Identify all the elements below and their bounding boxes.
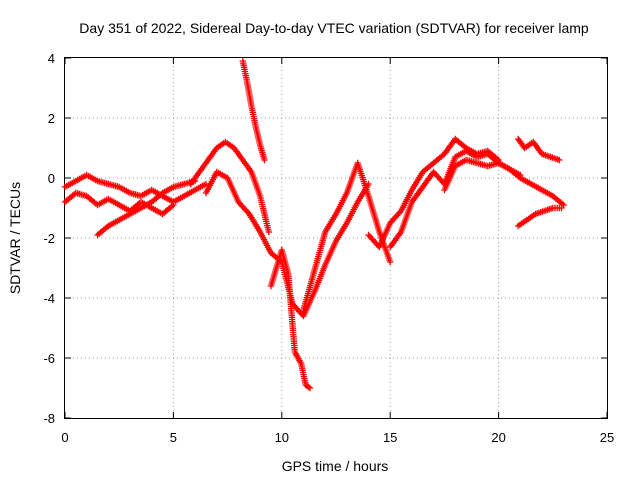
x-tick-label: 25 (600, 430, 614, 445)
satellite-track-11 (441, 156, 567, 209)
satellite-track-12 (514, 135, 563, 164)
data-point (387, 258, 394, 266)
y-tick-label: 2 (48, 111, 55, 126)
x-tick-label: 0 (61, 430, 68, 445)
satellite-track-2 (61, 189, 177, 218)
satellite-track-13 (514, 204, 565, 230)
data-point (261, 156, 268, 164)
y-tick-label: 0 (48, 171, 55, 186)
satellite-track-8 (300, 159, 394, 314)
satellite-track-6 (202, 168, 372, 320)
x-tick-label: 15 (383, 430, 397, 445)
y-tick-label: -6 (43, 351, 55, 366)
grid-lines (65, 58, 607, 418)
chart-title: Day 351 of 2022, Sidereal Day-to-day VTE… (79, 20, 589, 36)
y-axis-label: SDTVAR / TECUs (7, 182, 23, 294)
y-tick-label: -2 (43, 231, 55, 246)
x-axis-label: GPS time / hours (282, 458, 389, 474)
track-marker (305, 383, 312, 391)
y-tick-label: -8 (43, 411, 55, 426)
y-tick-label: -4 (43, 291, 55, 306)
satellite-track-9 (365, 135, 502, 251)
satellite-track-7 (267, 246, 314, 392)
data-point (558, 204, 565, 212)
data-points (61, 57, 567, 392)
satellite-track-3 (94, 177, 199, 239)
satellite-track-4 (187, 138, 272, 236)
x-tick-label: 5 (170, 430, 177, 445)
data-point (170, 201, 177, 209)
data-point (265, 228, 272, 236)
data-point (306, 384, 314, 392)
data-point (556, 156, 563, 164)
satellite-track-1 (61, 171, 210, 206)
x-tick-label: 10 (275, 430, 289, 445)
satellite-track-5 (239, 57, 268, 164)
x-tick-label: 20 (491, 430, 505, 445)
plot-frame (64, 57, 608, 419)
y-tick-label: 4 (48, 51, 55, 66)
